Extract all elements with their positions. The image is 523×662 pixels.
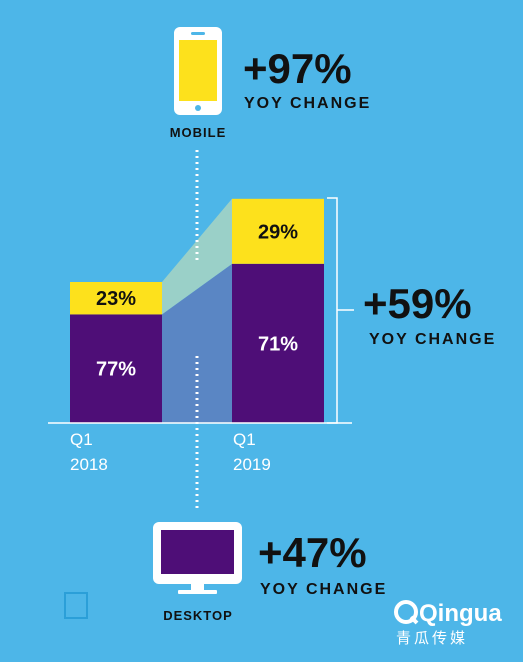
mobile-yoy-caption: YOY CHANGE [244, 95, 371, 112]
mobile-growth-band [162, 198, 232, 315]
data-label-q1-2019-desktop: 71% [258, 333, 298, 355]
brand-logo [394, 600, 419, 625]
bar-q1-2018-desktop [70, 314, 162, 423]
total-yoy-value: +59% [363, 280, 472, 327]
brand-subtitle: 青瓜传媒 [396, 629, 468, 647]
data-label-q1-2018-mobile: 23% [96, 288, 136, 310]
tick-label-q1-2019-year: 2019 [233, 455, 271, 474]
bar-q1-2019-desktop [232, 263, 324, 423]
desktop-yoy-caption: YOY CHANGE [260, 581, 387, 598]
bar-q1-2018-mobile [70, 282, 162, 315]
data-label-q1-2019-mobile: 29% [258, 221, 298, 243]
data-label-q1-2018-desktop: 77% [96, 359, 136, 381]
total-yoy-caption: YOY CHANGE [369, 331, 496, 348]
mobile-yoy-value: +97% [243, 45, 352, 92]
mobile-phone-icon [174, 27, 222, 115]
desktop-monitor-icon [153, 522, 242, 594]
mobile-label: MOBILE [170, 125, 227, 140]
desktop-label: DESKTOP [163, 608, 233, 623]
tick-label-q1-2018-year: 2018 [70, 455, 108, 474]
tick-label-q1-2018-quarter: Q1 [70, 430, 93, 449]
bar-q1-2019-mobile [232, 198, 324, 264]
brand-name: Qingua [419, 600, 502, 627]
tick-label-q1-2019-quarter: Q1 [233, 430, 256, 449]
desktop-growth-band [162, 263, 232, 423]
total-bracket [327, 197, 338, 424]
desktop-yoy-value: +47% [258, 529, 367, 576]
decorative-square-icon [64, 592, 88, 619]
